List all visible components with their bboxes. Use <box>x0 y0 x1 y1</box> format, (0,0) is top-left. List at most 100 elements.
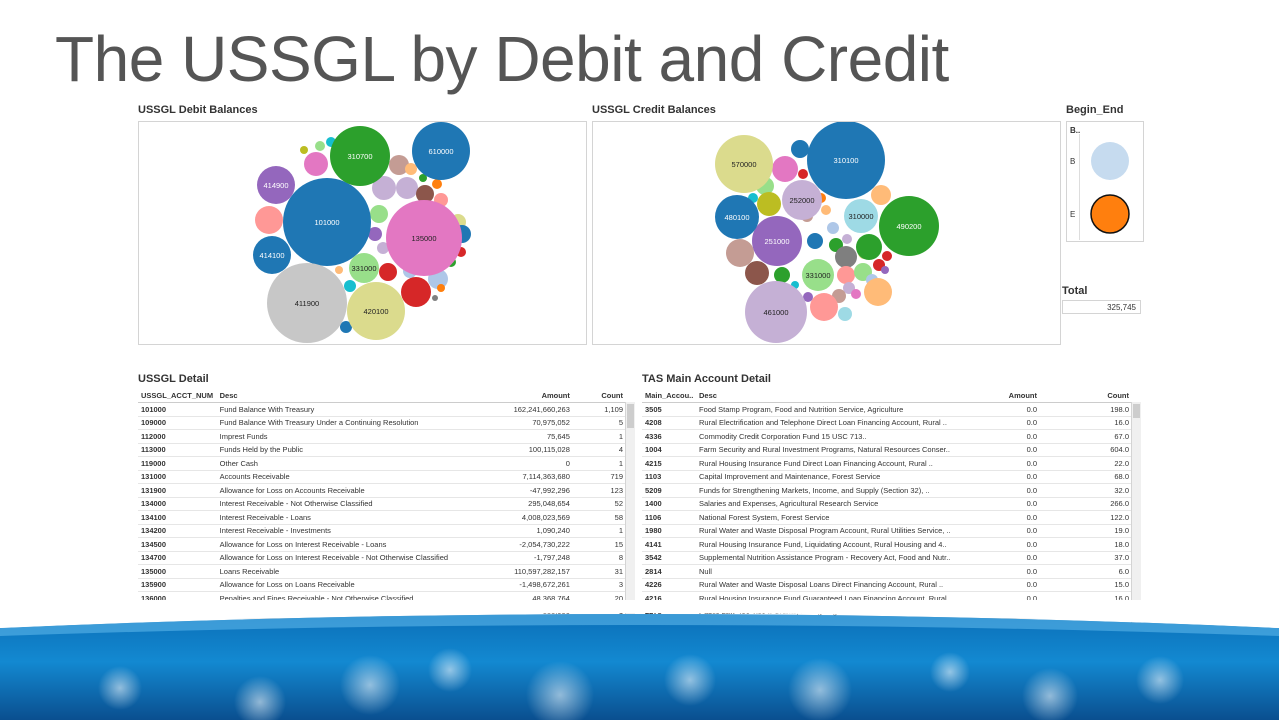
legend-swatch-b[interactable] <box>1091 142 1129 180</box>
table-row[interactable]: 134200 Interest Receivable - Investments 1… <box>138 524 626 538</box>
table-row[interactable]: 131000 Accounts Receivable 7,114,363,680 71… <box>138 470 626 484</box>
bubble-label: 414900 <box>263 181 288 190</box>
bubble-310100[interactable] <box>807 121 885 199</box>
legend-swatch-e[interactable] <box>1090 194 1130 234</box>
table-row[interactable]: 109000 Fund Balance With Treasury Under a… <box>138 416 626 430</box>
amount-cell: 7,114,363,680 <box>476 470 573 484</box>
ussgl-scrollbar[interactable] <box>625 402 635 632</box>
bubble-label: 610000 <box>428 147 453 156</box>
table-row[interactable]: 134100 Interest Receivable - Loans 4,008,0… <box>138 510 626 525</box>
count-cell: 4 <box>572 443 626 457</box>
bubble-101000[interactable] <box>283 178 371 266</box>
col-header-amount[interactable]: Amount <box>954 389 1040 403</box>
table-row[interactable]: 3542 Supplemental Nutrition Assistance Pr… <box>642 551 1132 565</box>
amount-cell: 0.0 <box>954 456 1040 471</box>
table-row[interactable]: 4336 Commodity Credit Corporation Fund 15… <box>642 429 1132 444</box>
credit-balances-title: USSGL Credit Balances <box>592 104 716 116</box>
table-row[interactable]: 3505 Food Stamp Program, Food and Nutriti… <box>642 402 1132 417</box>
bubble-310000[interactable] <box>844 199 878 233</box>
count-cell: 37.0 <box>1040 551 1132 565</box>
legend-swatches <box>1090 142 1130 234</box>
table-row[interactable]: 4141 Rural Housing Insurance Fund, Liquid… <box>642 537 1132 552</box>
debit-bubble-svg: 101000 135000 411900 310700 610000 420100 4149… <box>253 122 471 343</box>
col-header-acct[interactable]: USSGL_ACCT_NUM <box>138 389 217 403</box>
credit-bubble-chart[interactable]: 310100 570000 461000 490200 251000 252000 4801… <box>592 121 1061 345</box>
tas-scrollbar[interactable] <box>1131 402 1141 632</box>
amount-cell: 1,090,240 <box>476 524 573 538</box>
count-cell: 32.0 <box>1040 483 1132 498</box>
bubble-331000[interactable] <box>349 253 379 283</box>
tas-detail-title: TAS Main Account Detail <box>642 373 771 385</box>
table-row[interactable]: 2814 Null 0.0 6.0 <box>642 564 1132 579</box>
count-cell: 123 <box>572 483 626 498</box>
table-row[interactable]: 4226 Rural Water and Waste Disposal Loans… <box>642 578 1132 592</box>
acct-cell: 4208 <box>642 416 696 430</box>
table-row[interactable]: 1004 Farm Security and Rural Investment P… <box>642 443 1132 457</box>
table-row[interactable]: 1106 National Forest System, Forest Servi… <box>642 510 1132 525</box>
begin-end-legend[interactable]: B.. B E <box>1066 121 1144 242</box>
acct-cell: 1103 <box>642 470 696 484</box>
table-row[interactable]: 112000 Imprest Funds 75,645 1 <box>138 429 626 444</box>
tas-detail-table[interactable]: Main_Accou.. Desc Amount Count 3505 Food … <box>642 389 1132 633</box>
bubble-420100[interactable] <box>347 282 405 340</box>
debit-bubble-chart[interactable]: 101000 135000 411900 310700 610000 420100 4149… <box>138 121 587 345</box>
credit-bubble-svg: 310100 570000 461000 490200 251000 252000 4801… <box>715 121 939 343</box>
bubble-135000[interactable] <box>386 200 462 276</box>
desc-cell: Rural Electrification and Telephone Dire… <box>696 416 954 430</box>
table-row[interactable]: 134000 Interest Receivable - Not Otherwis… <box>138 497 626 511</box>
table-row[interactable]: 135000 Loans Receivable 110,597,282,157 31 <box>138 564 626 579</box>
bubble-414900[interactable] <box>257 166 295 204</box>
amount-cell: -1,498,672,261 <box>476 578 573 592</box>
table-row[interactable]: 4215 Rural Housing Insurance Fund Direct … <box>642 456 1132 471</box>
bubble-310700[interactable] <box>330 126 390 186</box>
table-row[interactable]: 1103 Capital Improvement and Maintenance,… <box>642 470 1132 484</box>
table-row[interactable]: 1980 Rural Water and Waste Disposal Progr… <box>642 524 1132 538</box>
col-header-amount[interactable]: Amount <box>476 389 573 403</box>
table-row[interactable]: 119000 Other Cash 0 1 <box>138 456 626 471</box>
table-row[interactable]: 1400 Salaries and Expenses, Agricultural … <box>642 497 1132 511</box>
bubble-331000[interactable] <box>802 259 834 291</box>
bubble-610000[interactable] <box>412 122 470 180</box>
table-row[interactable]: 101000 Fund Balance With Treasury 162,241,… <box>138 402 626 417</box>
col-header-main-account[interactable]: Main_Accou.. <box>642 389 696 403</box>
col-header-count[interactable]: Count <box>1040 389 1132 403</box>
table-row[interactable]: 113000 Funds Held by the Public 100,115,02… <box>138 443 626 457</box>
col-header-desc[interactable]: Desc <box>696 389 954 403</box>
bubble-252000[interactable] <box>782 180 822 220</box>
acct-cell: 1980 <box>642 524 696 538</box>
desc-cell: Interest Receivable - Investments <box>216 524 477 538</box>
bubble-411900[interactable] <box>267 263 347 343</box>
table-row[interactable]: 5209 Funds for Strengthening Markets, Inc… <box>642 483 1132 498</box>
count-cell: 1 <box>572 456 626 471</box>
debit-labeled-bubbles: 101000 135000 411900 310700 610000 420100 4149… <box>253 122 470 343</box>
table-row[interactable]: 131900 Allowance for Loss on Accounts Rec… <box>138 483 626 498</box>
desc-cell: Null <box>696 564 954 579</box>
bubble-461000[interactable] <box>745 281 807 343</box>
col-header-count[interactable]: Count <box>572 389 626 403</box>
bubble-570000[interactable] <box>715 135 773 193</box>
bubble-label: 570000 <box>731 160 756 169</box>
ussgl-detail-table[interactable]: USSGL_ACCT_NUM Desc Amount Count 101000 F… <box>138 389 626 633</box>
legend-header: B.. <box>1070 126 1081 135</box>
desc-cell: Commodity Credit Corporation Fund 15 USC… <box>696 429 954 444</box>
table-row[interactable]: 134700 Allowance for Loss on Interest Rec… <box>138 551 626 565</box>
desc-cell: Allowance for Loss on Loans Receivable <box>216 578 477 592</box>
table-row[interactable]: 135900 Allowance for Loss on Loans Receiv… <box>138 578 626 592</box>
table-row[interactable]: 134500 Allowance for Loss on Interest Rec… <box>138 537 626 552</box>
col-header-desc[interactable]: Desc <box>216 389 477 403</box>
bubble-414100[interactable] <box>253 236 291 274</box>
bubble-490200[interactable] <box>879 196 939 256</box>
count-cell: 3 <box>572 578 626 592</box>
bubble-480100[interactable] <box>715 195 759 239</box>
count-cell: 122.0 <box>1040 510 1132 525</box>
count-cell: 15 <box>572 537 626 552</box>
ussgl-scroll-thumb[interactable] <box>627 404 634 428</box>
acct-cell: 119000 <box>138 456 217 471</box>
table-row[interactable]: 4208 Rural Electrification and Telephone … <box>642 416 1132 430</box>
desc-cell: Fund Balance With Treasury Under a Conti… <box>216 416 477 430</box>
bubble-251000[interactable] <box>752 216 802 266</box>
decorative-blue-band <box>0 614 1279 720</box>
bubble-label: 414100 <box>259 251 284 260</box>
count-cell: 58 <box>572 510 626 525</box>
tas-scroll-thumb[interactable] <box>1133 404 1140 418</box>
